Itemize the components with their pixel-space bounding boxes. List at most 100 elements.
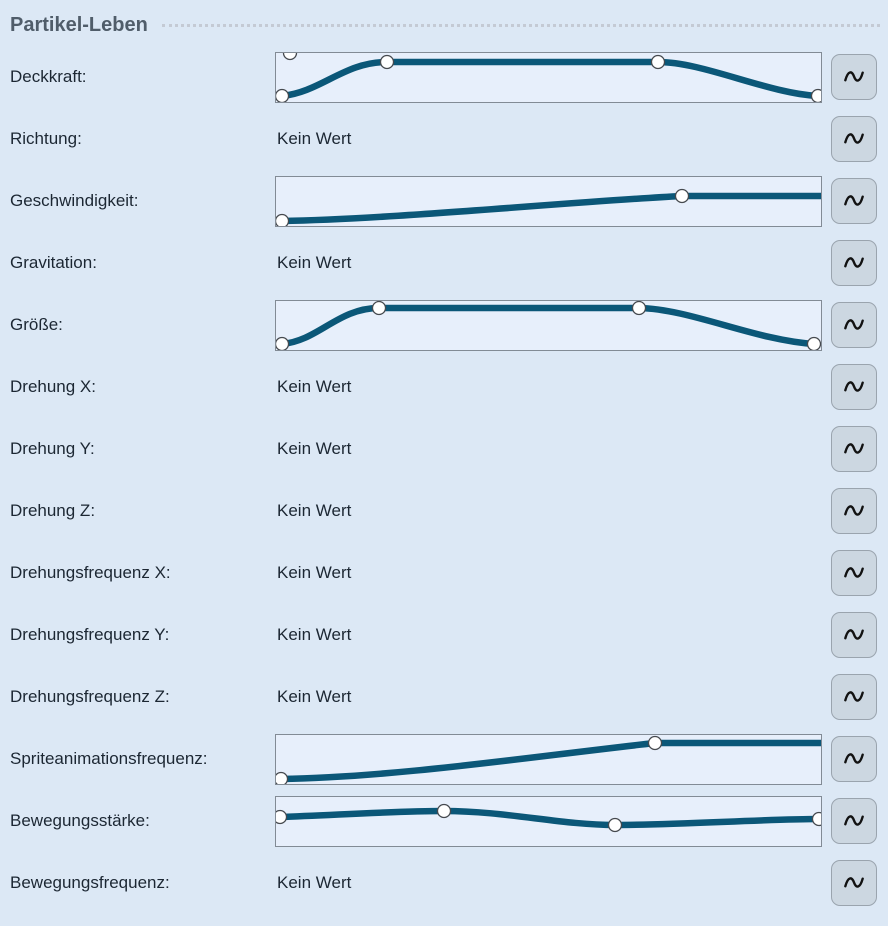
header-dotted-rule bbox=[161, 23, 880, 27]
curve-point[interactable] bbox=[276, 213, 290, 227]
sine-wave-stroke bbox=[844, 133, 864, 144]
parameter-row: Drehungsfrequenz X: Kein Wert bbox=[0, 542, 888, 604]
row-label: Spriteanimationsfrequenz: bbox=[10, 749, 208, 768]
sine-wave-icon bbox=[844, 319, 864, 330]
sine-wave-icon bbox=[844, 71, 864, 82]
panel-header: Partikel-Leben bbox=[0, 10, 888, 40]
curve-point[interactable] bbox=[650, 54, 666, 69]
curve-point[interactable] bbox=[275, 809, 288, 824]
curve-point[interactable] bbox=[647, 735, 663, 750]
curve-editor[interactable] bbox=[275, 51, 823, 103]
sine-wave-icon bbox=[844, 691, 864, 702]
curve-point[interactable] bbox=[631, 300, 647, 315]
row-content: Kein Wert bbox=[275, 687, 822, 707]
parameter-row: Deckkraft: bbox=[0, 46, 888, 108]
sine-wave-stroke bbox=[844, 629, 864, 640]
row-content bbox=[275, 51, 823, 103]
no-value-text: Kein Wert bbox=[277, 439, 352, 458]
row-content: Kein Wert bbox=[275, 625, 822, 645]
row-label: Geschwindigkeit: bbox=[10, 191, 139, 210]
sine-wave-stroke bbox=[844, 381, 864, 392]
parameter-row: Gravitation: Kein Wert bbox=[0, 232, 888, 294]
curve-function-button[interactable] bbox=[831, 674, 877, 720]
no-value-text: Kein Wert bbox=[277, 129, 352, 148]
sine-wave-stroke bbox=[844, 443, 864, 454]
curve-function-button[interactable] bbox=[831, 736, 877, 782]
parameter-row: Drehungsfrequenz Y: Kein Wert bbox=[0, 604, 888, 666]
parameter-row: Drehung X: Kein Wert bbox=[0, 356, 888, 418]
curve-point[interactable] bbox=[371, 300, 387, 315]
parameter-row: Bewegungsstärke: bbox=[0, 790, 888, 852]
curve-point[interactable] bbox=[607, 817, 623, 832]
sine-wave-icon bbox=[844, 505, 864, 516]
panel-title: Partikel-Leben bbox=[10, 13, 148, 36]
curve-path bbox=[280, 739, 821, 782]
curve-editor[interactable] bbox=[275, 299, 822, 351]
curve-function-button[interactable] bbox=[831, 364, 877, 410]
sine-wave-stroke bbox=[844, 877, 864, 888]
curve-point[interactable] bbox=[276, 88, 290, 102]
row-label: Drehungsfrequenz Y: bbox=[10, 625, 170, 644]
no-value-text: Kein Wert bbox=[277, 873, 352, 892]
curve-function-button[interactable] bbox=[831, 488, 877, 534]
curve-point[interactable] bbox=[275, 771, 289, 785]
row-label: Drehungsfrequenz Z: bbox=[10, 687, 170, 706]
parameter-row: Größe: bbox=[0, 294, 888, 356]
curve-editor[interactable] bbox=[275, 175, 822, 227]
row-content: Kein Wert bbox=[275, 501, 822, 521]
sine-wave-icon bbox=[844, 195, 864, 206]
curve-point[interactable] bbox=[282, 52, 298, 60]
sine-wave-icon bbox=[844, 629, 864, 640]
curve-function-button[interactable] bbox=[831, 550, 877, 596]
row-label: Drehung X: bbox=[10, 377, 96, 396]
row-label: Richtung: bbox=[10, 129, 82, 148]
curve-point[interactable] bbox=[276, 336, 290, 350]
row-label: Größe: bbox=[10, 315, 63, 334]
sine-wave-icon bbox=[844, 443, 864, 454]
row-label: Gravitation: bbox=[10, 253, 97, 272]
curve-point[interactable] bbox=[436, 803, 452, 818]
row-label: Drehung Z: bbox=[10, 501, 96, 520]
row-content: Kein Wert bbox=[275, 563, 822, 583]
row-label: Bewegungsstärke: bbox=[10, 811, 150, 830]
curve-point[interactable] bbox=[379, 54, 395, 69]
row-content bbox=[275, 299, 822, 351]
parameter-row: Drehung Z: Kein Wert bbox=[0, 480, 888, 542]
no-value-text: Kein Wert bbox=[277, 377, 352, 396]
row-content: Kein Wert bbox=[275, 253, 822, 273]
row-content bbox=[275, 175, 822, 227]
curve-function-button[interactable] bbox=[831, 860, 877, 906]
row-label: Drehung Y: bbox=[10, 439, 95, 458]
curve-function-button[interactable] bbox=[831, 798, 877, 844]
row-label: Drehungsfrequenz X: bbox=[10, 563, 171, 582]
sine-wave-stroke bbox=[844, 195, 864, 206]
curve-function-button[interactable] bbox=[831, 426, 877, 472]
sine-wave-stroke bbox=[844, 691, 864, 702]
row-content: Kein Wert bbox=[275, 439, 822, 459]
row-content bbox=[275, 733, 822, 785]
sine-wave-icon bbox=[844, 381, 864, 392]
sine-wave-stroke bbox=[844, 815, 864, 826]
no-value-text: Kein Wert bbox=[277, 687, 352, 706]
curve-point[interactable] bbox=[674, 188, 690, 203]
row-label: Deckkraft: bbox=[10, 67, 87, 86]
curve-point[interactable] bbox=[811, 811, 823, 826]
parameter-row: Bewegungsfrequenz: Kein Wert bbox=[0, 852, 888, 914]
curve-point[interactable] bbox=[806, 336, 821, 350]
no-value-text: Kein Wert bbox=[277, 563, 352, 582]
curve-editor[interactable] bbox=[275, 733, 822, 785]
parameter-row: Spriteanimationsfrequenz: bbox=[0, 728, 888, 790]
curve-function-button[interactable] bbox=[831, 612, 877, 658]
sine-wave-stroke bbox=[844, 567, 864, 578]
curve-editor[interactable] bbox=[275, 795, 823, 847]
curve-function-button[interactable] bbox=[831, 54, 877, 100]
curve-function-button[interactable] bbox=[831, 240, 877, 286]
curve-path bbox=[281, 304, 815, 347]
parameter-row: Drehung Y: Kein Wert bbox=[0, 418, 888, 480]
curve-function-button[interactable] bbox=[831, 116, 877, 162]
curve-point[interactable] bbox=[810, 88, 823, 102]
curve-function-button[interactable] bbox=[831, 178, 877, 224]
curve-function-button[interactable] bbox=[831, 302, 877, 348]
row-content: Kein Wert bbox=[275, 129, 822, 149]
no-value-text: Kein Wert bbox=[277, 253, 352, 272]
